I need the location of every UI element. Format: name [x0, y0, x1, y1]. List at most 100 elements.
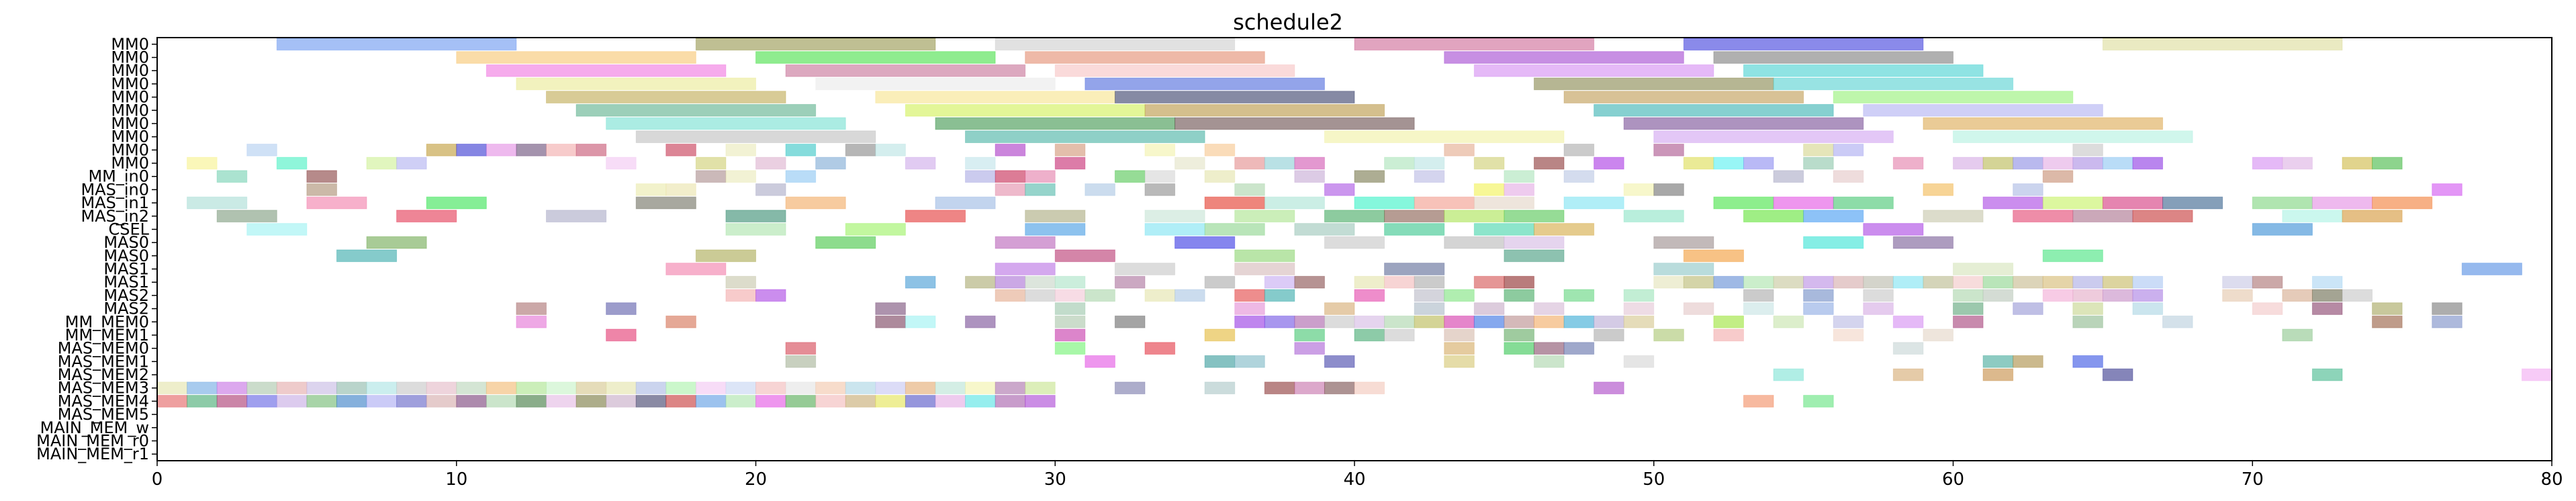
schedule-bar	[1953, 302, 1984, 315]
x-tick-label: 10	[445, 469, 467, 490]
schedule-bar	[905, 315, 936, 328]
schedule-bar	[1204, 355, 1236, 368]
schedule-bar	[2252, 156, 2283, 170]
schedule-bar	[2072, 210, 2133, 223]
schedule-bar	[1234, 302, 1265, 315]
schedule-bar	[366, 236, 427, 249]
schedule-bar	[695, 395, 727, 408]
schedule-bar	[1025, 223, 1086, 236]
schedule-bar	[1025, 289, 1056, 302]
schedule-bar	[935, 381, 966, 395]
schedule-bar	[276, 381, 308, 395]
schedule-bar	[2162, 196, 2223, 210]
y-tick-label: MM0	[111, 101, 149, 120]
schedule-bar	[246, 381, 277, 395]
schedule-bar	[1803, 210, 1864, 223]
schedule-bar	[396, 210, 457, 223]
schedule-bar	[2222, 289, 2253, 302]
y-tick-label: MAS_in2	[81, 207, 149, 226]
schedule-bar	[1054, 156, 1086, 170]
schedule-bar	[1204, 275, 1236, 289]
schedule-bar	[1414, 170, 1445, 183]
schedule-bar	[1354, 170, 1385, 183]
schedule-bar	[1653, 144, 1684, 156]
schedule-bar	[1533, 223, 1595, 236]
schedule-bar	[1114, 263, 1176, 275]
schedule-bar	[1025, 183, 1056, 196]
schedule-bar	[1504, 183, 1534, 196]
schedule-bar	[1982, 196, 2043, 210]
y-tick-label: MM_MEM1	[65, 326, 149, 345]
schedule-bar	[545, 395, 577, 408]
schedule-bar	[456, 395, 487, 408]
schedule-bar	[2042, 249, 2103, 263]
schedule-bar	[875, 315, 906, 328]
schedule-bar	[1773, 196, 1834, 210]
schedule-bar	[1085, 289, 1115, 302]
schedule-bar	[1114, 91, 1355, 103]
schedule-bar	[1863, 223, 1924, 236]
schedule-bar	[1114, 315, 1146, 328]
schedule-bar	[2252, 302, 2283, 315]
schedule-bar	[486, 144, 517, 156]
schedule-bar	[1892, 368, 1924, 381]
schedule-bar	[1653, 130, 1894, 143]
schedule-bar	[216, 210, 277, 223]
schedule-bar	[965, 130, 1205, 143]
schedule-bar	[1923, 328, 1954, 342]
schedule-bar	[1803, 236, 1864, 249]
x-tick-label: 60	[1942, 469, 1964, 490]
schedule-bar	[2102, 368, 2133, 381]
schedule-bar	[1473, 64, 1714, 77]
schedule-bar	[366, 381, 398, 395]
schedule-bar	[306, 196, 367, 210]
schedule-bar	[1414, 156, 1445, 170]
schedule-bar	[1563, 91, 1804, 103]
schedule-bar	[576, 381, 607, 395]
schedule-bar	[246, 223, 308, 236]
y-tick-label: MAS1	[103, 260, 149, 279]
schedule-bar	[1982, 368, 2014, 381]
schedule-bar	[1324, 130, 1565, 143]
schedule-bar	[1234, 289, 1265, 302]
schedule-bar	[2132, 156, 2164, 170]
schedule-bar	[1473, 156, 1505, 170]
bars-layer	[156, 38, 2552, 408]
schedule-bar	[1085, 355, 1115, 368]
schedule-bar	[1204, 144, 1236, 156]
schedule-bar	[995, 144, 1026, 156]
schedule-bar	[366, 156, 398, 170]
schedule-bar	[516, 77, 757, 91]
schedule-bar	[875, 302, 906, 315]
schedule-bar	[1384, 275, 1415, 289]
schedule-bar	[516, 144, 547, 156]
schedule-bar	[1444, 144, 1475, 156]
schedule-bar	[1204, 223, 1265, 236]
schedule-bar	[2042, 170, 2074, 183]
y-tick-label: MAS1	[103, 273, 149, 291]
schedule-bar	[755, 381, 786, 395]
schedule-bar	[1594, 381, 1624, 395]
schedule-bar	[1354, 289, 1385, 302]
schedule-bar	[1324, 183, 1355, 196]
schedule-bar	[2342, 156, 2373, 170]
schedule-bar	[1354, 381, 1385, 395]
schedule-bar	[1085, 183, 1115, 196]
schedule-bar	[1354, 328, 1385, 342]
schedule-bar	[1594, 315, 1624, 328]
schedule-bar	[1713, 275, 1744, 289]
schedule-bar	[995, 289, 1026, 302]
schedule-bar	[785, 196, 846, 210]
schedule-bar	[1324, 381, 1355, 395]
schedule-bar	[1833, 91, 2074, 103]
x-tick-label: 40	[1343, 469, 1365, 490]
y-tick-label: MAS0	[103, 233, 149, 252]
schedule-bar	[2132, 210, 2193, 223]
schedule-bar	[1294, 328, 1325, 342]
schedule-bar	[1444, 315, 1475, 328]
schedule-bar	[1324, 315, 1355, 328]
schedule-bar	[1833, 196, 1894, 210]
schedule-bar	[1833, 328, 1864, 342]
schedule-bar	[426, 381, 457, 395]
schedule-bar	[1982, 275, 2014, 289]
